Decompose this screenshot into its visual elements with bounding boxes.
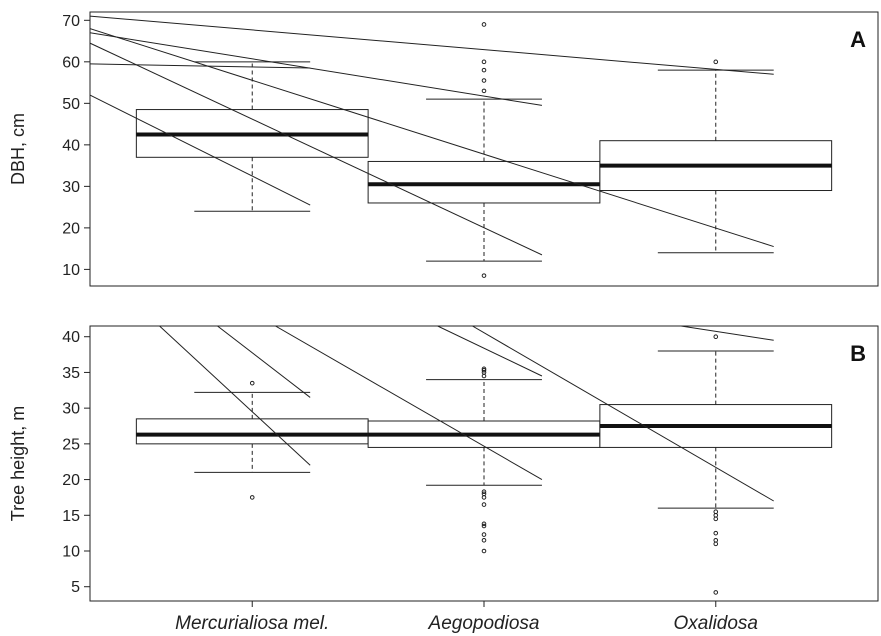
outlier-point	[249, 380, 255, 386]
outlier-point	[481, 523, 487, 529]
x-axis-categories: Mercurialiosa mel. Aegopodiosa Oxalidosa	[175, 601, 758, 634]
outlier-point	[481, 537, 487, 543]
outlier-point	[481, 521, 487, 527]
panel-label: B	[850, 341, 866, 366]
y-axis-label: DBH, cm	[8, 113, 28, 185]
x-tick-label: Oxalidosa	[674, 613, 759, 634]
outlier-point	[713, 541, 719, 547]
outlier-point	[713, 537, 719, 543]
outlier-point	[481, 59, 487, 65]
overlay-lines	[159, 326, 774, 502]
outlier-point	[481, 373, 487, 379]
outlier-point	[481, 489, 487, 495]
y-tick-label: 20	[62, 472, 80, 489]
overlay-line	[90, 63, 311, 69]
outlier-point	[481, 67, 487, 73]
y-tick-label: 5	[71, 579, 80, 596]
overlay-line	[90, 42, 543, 256]
outlier-point	[713, 509, 719, 515]
overlay-line	[90, 15, 774, 75]
outlier-point	[713, 334, 719, 340]
y-tick-label: 15	[62, 508, 80, 525]
outlier-point	[481, 22, 487, 27]
overlay-line	[680, 326, 774, 341]
outlier-point	[481, 366, 487, 372]
outlier-point	[481, 495, 487, 500]
overlay-line	[472, 326, 774, 502]
iqr-box	[367, 160, 601, 204]
y-tick-label: 70	[62, 13, 80, 30]
y-tick-label: 40	[62, 329, 80, 346]
outlier-point	[481, 491, 487, 497]
outlier-point	[249, 495, 255, 500]
outlier-point	[481, 273, 487, 278]
outlier-point	[481, 502, 487, 507]
overlay-line	[275, 326, 543, 481]
plot-frame	[89, 11, 879, 287]
outlier-point	[481, 78, 487, 83]
overlay-line	[437, 326, 543, 377]
outlier-point	[713, 590, 719, 595]
overlay-line	[90, 32, 543, 106]
y-tick-label: 20	[62, 220, 80, 237]
overlay-line	[217, 326, 311, 398]
y-tick-label: 40	[62, 137, 80, 154]
overlay-line	[90, 28, 774, 248]
y-tick-label: 50	[62, 96, 80, 113]
y-tick-label: 10	[62, 544, 80, 561]
outlier-point	[481, 532, 487, 537]
outlier-point	[481, 548, 487, 554]
outlier-point	[713, 530, 719, 536]
outlier-point	[713, 516, 719, 522]
y-tick-label: 35	[62, 365, 80, 382]
panel-label: A	[850, 27, 866, 52]
y-tick-label: 25	[62, 436, 80, 453]
panel-a-dbh: 10 20 30 40 50 60 70 DBH, cm A	[8, 11, 879, 287]
iqr-box	[135, 418, 369, 445]
y-tick-label: 30	[62, 401, 80, 418]
y-tick-label: 30	[62, 179, 80, 196]
y-tick-label: 10	[62, 262, 80, 279]
overlay-lines	[90, 15, 774, 256]
overlay-line	[90, 94, 311, 206]
outlier-point	[481, 88, 487, 94]
x-tick-label: Mercurialiosa mel.	[175, 613, 329, 634]
y-tick-label: 60	[62, 54, 80, 71]
outlier-point	[713, 59, 719, 65]
x-tick-label: Aegopodiosa	[428, 613, 540, 634]
y-axis-label: Tree height, m	[8, 406, 28, 521]
panel-b-tree-height: 5 10 15 20 25 30 35 40 Tree height, m B	[8, 325, 879, 602]
overlay-line	[159, 326, 311, 466]
outlier-point	[713, 512, 719, 518]
